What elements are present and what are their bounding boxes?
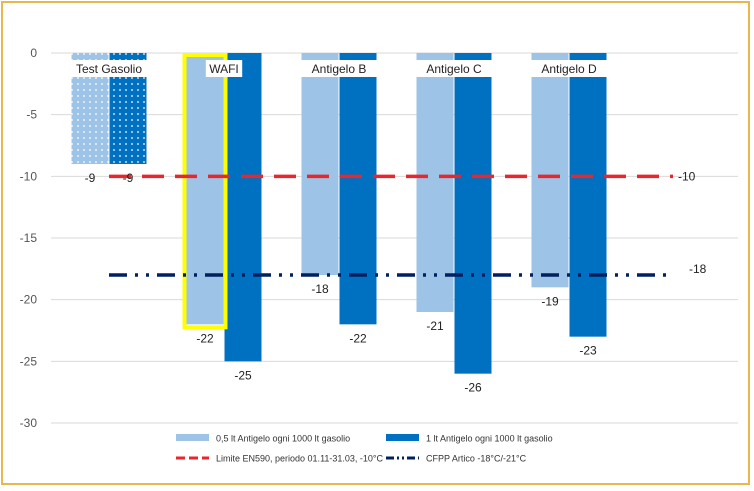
category-label-box xyxy=(64,60,154,77)
y-tick-label: -25 xyxy=(20,354,38,368)
y-tick-label: -5 xyxy=(26,108,37,122)
category-label-box xyxy=(531,60,607,77)
data-label: -21 xyxy=(426,319,444,333)
legend-label: 1 lt Antigelo ogni 1000 lt gasolio xyxy=(426,434,553,444)
highlight-frame xyxy=(182,53,228,330)
data-label: -25 xyxy=(234,368,252,382)
data-label: -19 xyxy=(541,294,559,308)
reference-line-label: -10 xyxy=(678,169,696,183)
category-label-box xyxy=(416,60,492,77)
legend-swatch xyxy=(386,434,419,441)
data-label: -9 xyxy=(85,171,96,185)
data-label: -9 xyxy=(123,171,134,185)
y-tick-label: -30 xyxy=(20,416,38,430)
bar-antigelo-c-series-2 xyxy=(454,53,492,374)
reference-line-label: -18 xyxy=(689,262,707,276)
bar-antigelo-d-series-2 xyxy=(569,53,607,337)
data-label: -22 xyxy=(196,331,214,345)
y-tick-label: -15 xyxy=(20,231,38,245)
legend-label: Limite EN590, periodo 01.11-31.03, -10°C xyxy=(216,454,384,464)
category-label-box xyxy=(301,60,377,77)
category-label: Antigelo D xyxy=(541,62,597,76)
y-tick-label: 0 xyxy=(30,46,37,60)
bar-wafi-series-1 xyxy=(186,53,224,325)
y-tick-label: -10 xyxy=(20,169,38,183)
legend-label: CFPP Artico -18°C/-21°C xyxy=(426,454,527,464)
chart-frame: 0 -5 -10 -15 -20 -25 -30 -10 -18 -9 -9 Test Gasol… xyxy=(1,1,750,485)
y-tick-label: -20 xyxy=(20,293,38,307)
data-label: -23 xyxy=(579,344,597,358)
data-label: -26 xyxy=(464,381,482,395)
legend-swatch xyxy=(176,434,209,441)
bar-antigelo-b-series-2 xyxy=(339,53,377,325)
category-label: Antigelo C xyxy=(426,62,482,76)
category-label-box xyxy=(205,60,243,77)
bar-antigelo-c-series-1 xyxy=(416,53,454,312)
data-label: -18 xyxy=(311,282,329,296)
bar-antigelo-d-series-1 xyxy=(531,53,569,288)
data-label: -22 xyxy=(349,331,367,345)
chart: 0 -5 -10 -15 -20 -25 -30 -10 -18 -9 -9 Test Gasol… xyxy=(20,46,738,464)
category-label: Antigelo B xyxy=(312,62,367,76)
category-label: WAFI xyxy=(209,62,239,76)
bar-wafi-series-2 xyxy=(224,53,262,362)
legend-label: 0,5 lt Antigelo ogni 1000 lt gasolio xyxy=(216,434,350,444)
category-label: Test Gasolio xyxy=(76,62,142,76)
bar-antigelo-b-series-1 xyxy=(301,53,339,275)
